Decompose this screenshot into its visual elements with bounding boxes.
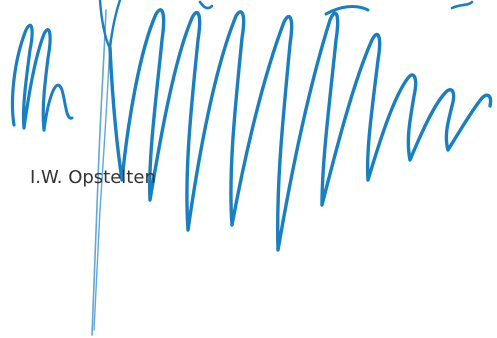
signature-strokes (10, 0, 493, 336)
signatory-name: I.W. Opstelten (30, 167, 156, 188)
